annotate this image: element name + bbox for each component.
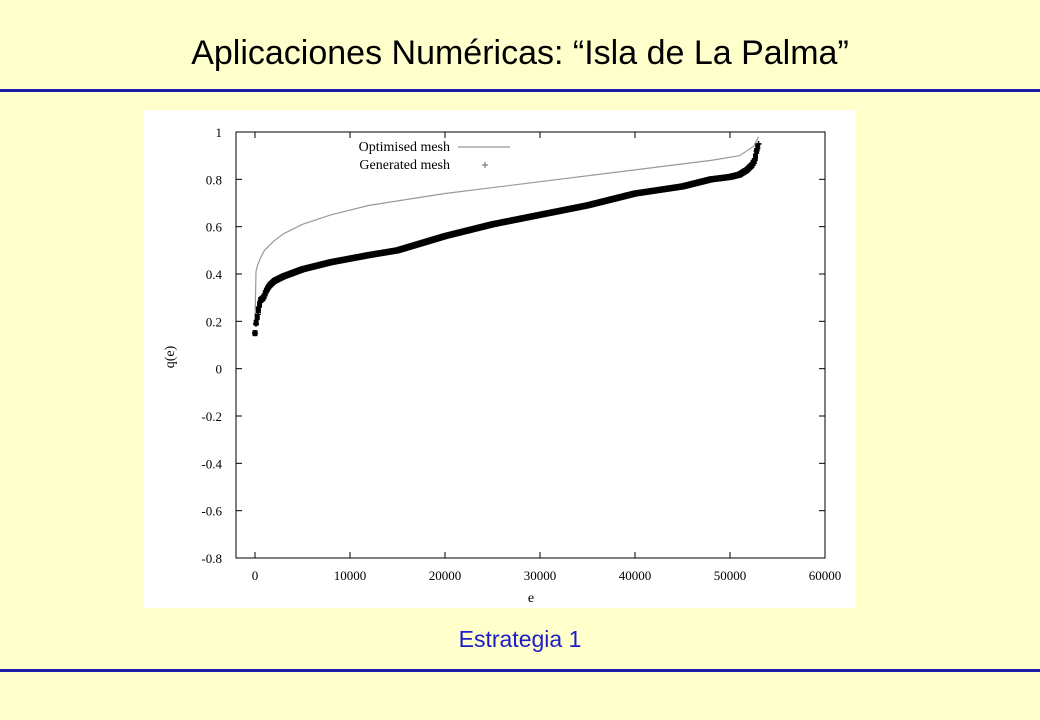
- data-point: [736, 171, 743, 178]
- data-point: [755, 140, 762, 147]
- y-tick-label: 0: [216, 362, 223, 377]
- data-point: [442, 233, 448, 240]
- series-line-optimised: [254, 136, 760, 322]
- legend-label: Generated mesh: [359, 158, 450, 173]
- y-tick-label: -0.2: [201, 409, 222, 424]
- legend-point-swatch: [482, 162, 488, 168]
- series-points-generated: [252, 140, 762, 337]
- y-tick-label: -0.4: [201, 456, 222, 471]
- series-layer: [252, 136, 762, 337]
- chart-plot: 0 10000 20000 30000 40000 50000 60000 1 0.8 0.6 0.…: [163, 125, 841, 606]
- data-point: [266, 282, 273, 289]
- chart-panel: 0 10000 20000 30000 40000 50000 60000 1 0.8 0.6 0.…: [144, 110, 856, 608]
- data-point: [744, 166, 751, 173]
- data-point: [632, 190, 638, 197]
- y-axis-label: q(e): [163, 345, 178, 368]
- data-point: [537, 211, 543, 218]
- data-point: [755, 143, 761, 150]
- legend: Optimised mesh Generated mesh: [359, 140, 510, 173]
- data-point: [752, 153, 758, 160]
- axes: [235, 131, 826, 559]
- data-point: [679, 183, 686, 190]
- x-tick-label: 50000: [714, 568, 747, 583]
- y-tick-label: -0.8: [201, 551, 222, 566]
- data-point: [584, 202, 591, 209]
- caption: Estrategia 1: [458, 626, 582, 652]
- data-point: [394, 247, 401, 254]
- data-point: [748, 162, 755, 169]
- y-tick-label: 1: [216, 125, 223, 140]
- data-point: [255, 304, 262, 311]
- legend-label: Optimised mesh: [359, 140, 450, 155]
- data-point: [753, 147, 760, 154]
- data-point: [299, 266, 306, 273]
- x-tick-label: 10000: [334, 568, 367, 583]
- x-tick-label: 60000: [809, 568, 842, 583]
- x-tick-label: 30000: [524, 568, 557, 583]
- y-tick-label: 0.4: [206, 267, 223, 282]
- data-point: [328, 259, 334, 266]
- y-tick-label: 0.8: [206, 172, 222, 187]
- ticks: 0 10000 20000 30000 40000 50000 60000 1 0.8 0.6 0.…: [201, 125, 841, 583]
- data-point: [708, 176, 714, 183]
- data-point: [254, 311, 261, 318]
- y-tick-label: 0.2: [206, 314, 222, 329]
- data-point: [271, 278, 277, 285]
- data-point: [366, 252, 372, 259]
- x-tick-label: 20000: [429, 568, 462, 583]
- data-point: [257, 301, 263, 308]
- data-point: [489, 221, 496, 228]
- y-tick-label: 0.6: [206, 220, 223, 235]
- data-point: [261, 292, 268, 299]
- data-point: [252, 330, 258, 337]
- x-axis-label: e: [528, 591, 534, 606]
- slide-title: Aplicaciones Numéricas: “Isla de La Palm…: [191, 34, 849, 72]
- data-point: [252, 320, 259, 327]
- y-tick-label: -0.6: [201, 504, 222, 519]
- data-point: [751, 157, 758, 164]
- bottom-rule: [0, 669, 1040, 672]
- x-tick-label: 0: [252, 568, 259, 583]
- x-tick-label: 40000: [619, 568, 652, 583]
- data-point: [263, 287, 270, 294]
- data-point: [280, 273, 287, 280]
- plot-frame: [235, 131, 826, 559]
- data-point: [727, 173, 733, 180]
- top-rule: [0, 89, 1040, 92]
